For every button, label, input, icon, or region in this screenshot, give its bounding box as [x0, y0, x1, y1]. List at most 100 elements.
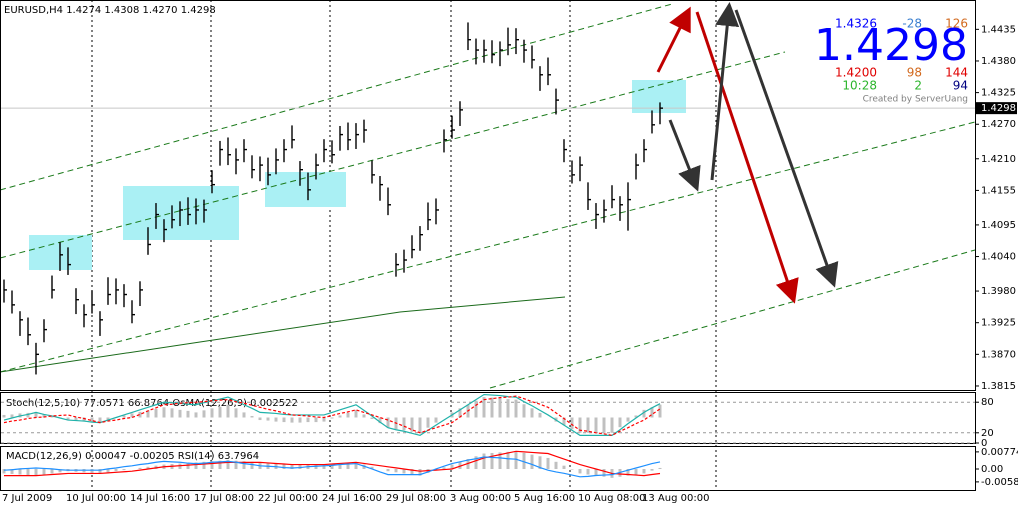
osma-bar: [218, 406, 222, 418]
macd-bar: [234, 460, 238, 469]
macd-bar: [546, 457, 550, 469]
macd-label: MACD(12,26,9) 0.00047 -0.00205 RSI(14) 6…: [6, 451, 259, 462]
channel-line: [0, 121, 976, 373]
macd-bar: [10, 468, 14, 474]
osma-bar: [106, 417, 110, 421]
osma-bar: [194, 412, 198, 418]
channel-line: [0, 3, 673, 191]
osma-bar: [538, 412, 542, 418]
macd-bar: [346, 462, 350, 469]
osma-bar: [458, 408, 462, 418]
arrows: [656, 2, 839, 304]
y-tick-label: -0.00583: [981, 477, 1018, 488]
osma-bar: [306, 417, 310, 423]
info-credit: Created by ServerUang: [863, 95, 968, 105]
osma-bar: [602, 417, 606, 433]
info-value: 144: [945, 66, 968, 80]
info-value: 98: [907, 66, 922, 80]
osma-bar: [274, 417, 278, 422]
osma-bar: [402, 417, 406, 431]
arrow: [710, 2, 740, 181]
macd-bar: [634, 468, 638, 475]
stoch-label: Stoch(12,5,10) 77.0571 66.8764 OsMA(12,2…: [6, 398, 298, 409]
osma-bar: [346, 412, 350, 418]
y-tick-label: 0: [981, 438, 987, 449]
stoch-signal-line: [3, 395, 661, 436]
osma-bar: [26, 412, 30, 418]
macd-bar: [282, 464, 286, 469]
osma-bar: [658, 404, 662, 418]
macd-bar: [498, 452, 502, 469]
osma-bar: [234, 408, 238, 418]
last-price-box: [976, 102, 1017, 115]
osma-bar: [410, 417, 414, 432]
macd-bar: [242, 461, 246, 469]
osma-bar: [418, 417, 422, 433]
osma-bar: [154, 408, 158, 418]
y-tick-label: 1.4325: [981, 88, 1016, 99]
macd-bar: [474, 456, 478, 469]
macd-bar: [450, 464, 454, 469]
macd-bar: [650, 468, 654, 471]
osma-bar: [370, 417, 374, 420]
info-price: 1.4298: [814, 20, 968, 71]
info-value: 126: [945, 17, 968, 31]
y-tick-label: 1.4435: [981, 24, 1016, 35]
osma-bar: [90, 417, 94, 423]
osma-bar: [482, 397, 486, 418]
arrow: [695, 11, 799, 304]
y-tick-label: 1.4155: [981, 185, 1016, 196]
osma-bar: [618, 417, 622, 428]
osma-bar: [74, 417, 78, 421]
osma-bar: [578, 417, 582, 433]
arrow: [668, 119, 701, 192]
y-tick-label: 1.4270: [981, 119, 1016, 130]
rsi-line: [3, 456, 661, 478]
info-value: 1.4200: [835, 66, 877, 80]
osma-bar: [290, 417, 294, 423]
osma-bar: [226, 404, 230, 418]
macd-bar: [570, 468, 574, 470]
y-tick-label: 1.4040: [981, 252, 1016, 263]
x-tick-label: 10 Jul 00:00: [66, 493, 126, 504]
chart-title: EURUSD,H4 1.4274 1.4308 1.4270 1.4298: [4, 5, 216, 16]
osma-bar: [186, 410, 190, 418]
osma-bar: [258, 417, 262, 421]
zone: [265, 172, 346, 207]
osma-bar: [122, 415, 126, 418]
macd-bar: [146, 466, 150, 469]
macd-bar: [210, 461, 214, 469]
last-price-label: 1.4298: [981, 103, 1016, 114]
macd-bar: [602, 468, 606, 477]
y-tick-label: 1.4095: [981, 220, 1016, 231]
osma-bar: [162, 407, 166, 418]
arrow: [734, 9, 839, 288]
macd-bar: [354, 462, 358, 469]
osma-bar: [314, 417, 318, 423]
channel-line: [489, 249, 976, 389]
osma-bar: [98, 417, 102, 423]
info-value: -28: [902, 17, 922, 31]
macd-bar: [658, 467, 662, 469]
macd-bar: [402, 468, 406, 474]
arrow: [656, 6, 691, 73]
osma-bar: [634, 415, 638, 418]
macd-bar: [250, 461, 254, 469]
macd-bar: [90, 468, 94, 473]
osma-bar: [50, 415, 54, 418]
osma-bar: [498, 398, 502, 418]
osma-bar: [210, 408, 214, 418]
macd-bar: [122, 468, 126, 471]
moving-average-line: [0, 296, 566, 373]
info-value: 2: [914, 79, 922, 93]
day-separators: [91, 0, 717, 490]
marks: 1.4435 1.4380 1.4325 1.4270 1.4210 1.4155 1.40…: [1, 22, 1018, 504]
osma-bar: [138, 411, 142, 418]
macd-bar: [554, 461, 558, 469]
macd-bar: [58, 468, 62, 473]
x-tick-label: 17 Jul 08:00: [194, 493, 254, 504]
osma-bar: [594, 417, 598, 433]
x-tick-label: 22 Jul 00:00: [258, 493, 318, 504]
macd-bar: [338, 463, 342, 469]
